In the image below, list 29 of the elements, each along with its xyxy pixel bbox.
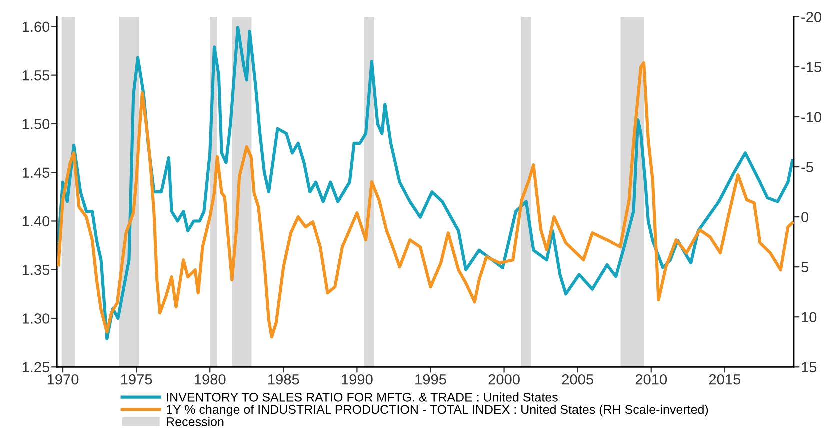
x-tick-label: 1995 [416,374,446,385]
legend-label: Recession [167,417,224,426]
y-tick-label: 1.40 [22,216,50,227]
x-tick-label: 2005 [562,374,594,385]
y2-tick-label: 15 [802,362,817,373]
x-tick-label: 1990 [342,374,373,385]
x-tick-label: 2010 [636,374,668,385]
y-tick-label: 1.60 [22,22,50,32]
y2-tick-label: -20 [802,12,822,22]
y-tick-label: 1.30 [22,314,50,324]
legend-label: INVENTORY TO SALES RATIO FOR MFTG. & TRADE : United States [167,392,558,402]
x-tick-label: 1985 [268,374,300,385]
x-tick-label: 1975 [121,374,152,385]
y-tick-label: 1.50 [22,119,50,130]
legend-label: 1Y % change of INDUSTRIAL PRODUCTION - TOTAL INDEX : United States (RH Scale-inverted) [167,404,708,417]
y2-tick-label: 10 [802,312,817,323]
y-tick-label: 1.45 [22,168,50,178]
y2-tick-label: -10 [802,112,822,122]
x-tick-label: 2015 [709,374,741,385]
x-tick-label: 1980 [195,374,226,385]
y2-tick-label: -15 [802,62,822,72]
y2-tick-label: -5 [802,162,814,172]
x-tick-label: 1970 [48,374,79,385]
y-tick-label: 1.25 [22,362,50,373]
y-tick-label: 1.55 [22,70,50,81]
y2-tick-label: 5 [802,262,808,273]
x-tick-label: 2000 [488,374,520,385]
y2-tick-label: 0 [802,212,809,222]
y-tick-label: 1.35 [22,264,50,276]
